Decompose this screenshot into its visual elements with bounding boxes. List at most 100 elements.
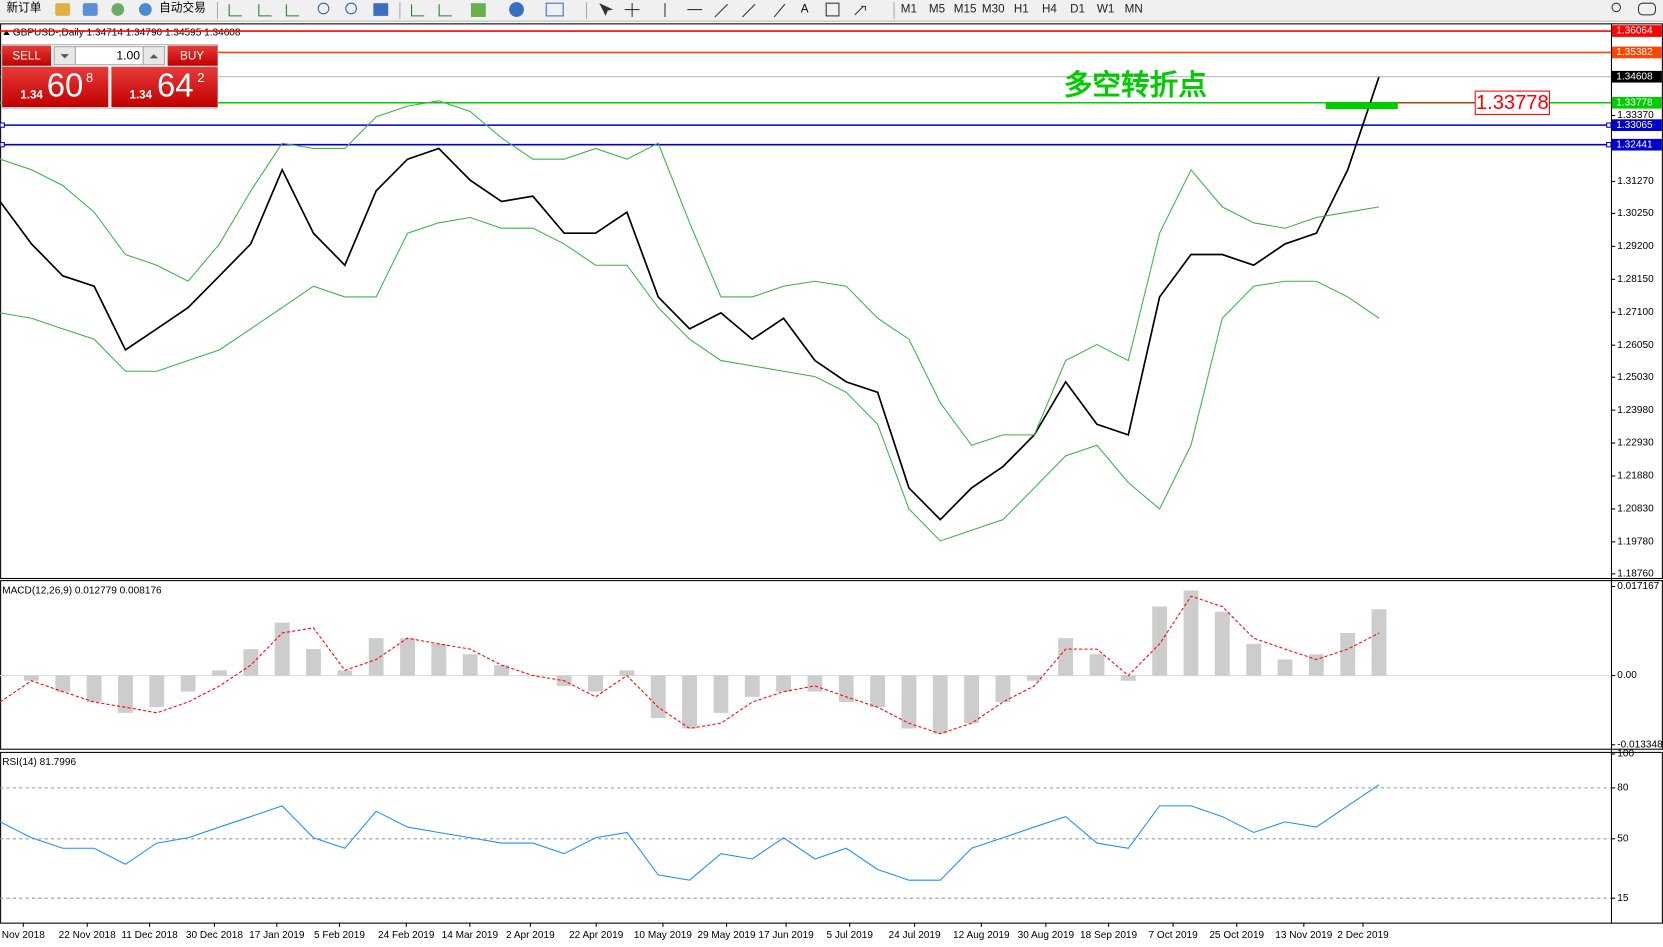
y-tick-label: 1.30250: [1617, 208, 1654, 219]
level-price-tag: [1612, 46, 1662, 59]
periods-icon[interactable]: [509, 2, 524, 17]
x-tick-label: 24 Jul 2019: [889, 930, 941, 941]
buy-price-box[interactable]: [111, 66, 218, 108]
templates-icon[interactable]: [545, 2, 564, 17]
x-tick-label: 10 May 2019: [634, 930, 693, 941]
cursor-icon[interactable]: [599, 3, 614, 16]
sell-fraction: 8: [86, 70, 93, 85]
chat-icon[interactable]: [1637, 2, 1657, 16]
sell-button[interactable]: [2, 45, 51, 66]
level-handle[interactable]: [0, 122, 5, 128]
y-tick-label: 1.20830: [1617, 504, 1654, 515]
icon[interactable]: [111, 3, 125, 16]
annotation-marker[interactable]: [1325, 102, 1398, 110]
timeframe-button[interactable]: M5: [929, 3, 945, 16]
macd-bar: [243, 649, 259, 676]
macd-bar: [337, 670, 353, 676]
y-tick-label: 1.29200: [1617, 241, 1654, 252]
text-tool[interactable]: A: [801, 3, 809, 16]
macd-bar: [776, 675, 792, 692]
macd-bar: [744, 675, 760, 697]
y-tick-label: 1.33370: [1617, 110, 1654, 121]
search-icon[interactable]: [1611, 2, 1622, 13]
buy-pips: 64: [157, 67, 194, 104]
x-tick-label: 5 Feb 2019: [314, 930, 365, 941]
macd-bar: [1246, 643, 1262, 676]
y-tick-label: 1.22930: [1617, 438, 1654, 449]
chart-type-icons[interactable]: [228, 4, 300, 17]
indicators-icon[interactable]: [470, 3, 486, 17]
y-tick-label: 1.26050: [1617, 340, 1654, 351]
new-order-button[interactable]: 新订单: [6, 1, 41, 15]
tile-icon[interactable]: [373, 3, 389, 16]
x-tick-label: 14 Mar 2019: [442, 930, 499, 941]
macd-bar: [55, 675, 71, 692]
timeframe-button[interactable]: D1: [1070, 3, 1085, 16]
scroll-icons[interactable]: [411, 4, 452, 17]
main-frame: [0, 23, 1663, 580]
timeframe-button[interactable]: M30: [982, 3, 1005, 16]
level-handle[interactable]: [1606, 122, 1612, 128]
x-tick-label: 22 Apr 2019: [569, 930, 624, 941]
bollinger-band: [0, 216, 1380, 542]
macd-bar: [1371, 609, 1387, 676]
x-tick-label: Nov 2018: [2, 930, 45, 941]
crosshair-icon[interactable]: [624, 3, 640, 17]
auto-trading-button[interactable]: 自动交易: [159, 1, 206, 15]
macd-bar: [901, 675, 917, 729]
buy-big-figure: 1.34: [129, 89, 152, 102]
indicator-label: MACD(12,26,9) 0.012779 0.008176: [2, 585, 162, 596]
zoom-in[interactable]: [317, 2, 330, 15]
macd-bar: [400, 638, 415, 676]
y-tick-label: 15: [1617, 893, 1629, 904]
macd-bar: [650, 675, 666, 719]
sell-label[interactable]: SELL: [12, 49, 41, 62]
macd-bar: [1340, 633, 1356, 676]
one-click-trading: SELL 1.00 BUY 1.34 60 8 1.34 64 2: [1, 44, 219, 109]
price-label-box[interactable]: [1474, 90, 1550, 115]
icon[interactable]: [139, 3, 152, 16]
timeframe-button[interactable]: M1: [901, 3, 917, 16]
macd-bar: [713, 675, 729, 713]
x-tick-label: 12 Aug 2019: [953, 930, 1010, 941]
macd-bar: [964, 675, 980, 724]
level-handle[interactable]: [1606, 142, 1612, 148]
annotation-text[interactable]: 多空转折点: [1064, 68, 1207, 101]
y-tick-label: 50: [1617, 833, 1629, 844]
y-tick-label: 1.31270: [1617, 176, 1654, 187]
timeframe-button[interactable]: W1: [1097, 3, 1114, 16]
icon[interactable]: [55, 3, 71, 16]
macd-bar: [368, 638, 384, 676]
y-tick-label: 1.25030: [1617, 372, 1654, 383]
drawing-tools[interactable]: [664, 3, 786, 18]
zoom-out[interactable]: [345, 2, 357, 15]
buy-label[interactable]: BUY: [180, 49, 204, 62]
macd-bar: [149, 675, 165, 708]
y-tick-label: 0.00: [1617, 670, 1637, 681]
macd-bar: [588, 675, 603, 692]
level-price-label: 1.36064: [1616, 26, 1653, 37]
timeframe-button[interactable]: M15: [954, 3, 977, 16]
arrow-tool[interactable]: [854, 5, 866, 16]
indicator-label: RSI(14) 81.7996: [2, 757, 76, 768]
level-handle[interactable]: [0, 142, 5, 148]
macd-frame: [0, 580, 1663, 750]
macd-bar: [1089, 654, 1105, 676]
timeframe-button[interactable]: MN: [1125, 3, 1143, 16]
buy-button[interactable]: [167, 45, 218, 66]
timeframe-button[interactable]: H1: [1014, 3, 1029, 16]
buy-fraction: 2: [197, 70, 204, 85]
x-tick-label: 7 Oct 2019: [1149, 930, 1199, 941]
label-tool[interactable]: [825, 2, 840, 17]
price-label[interactable]: 1.33778: [1476, 92, 1549, 114]
current-price-tag: [1612, 70, 1662, 83]
level-price-tag: [1612, 25, 1662, 37]
level-price-label: 1.33065: [1616, 120, 1653, 131]
x-tick-label: 29 May 2019: [697, 930, 756, 941]
sell-price-box[interactable]: [2, 66, 109, 108]
icon[interactable]: [82, 3, 98, 16]
macd-bar: [1026, 675, 1042, 681]
timeframe-button[interactable]: H4: [1042, 3, 1057, 16]
lots-value[interactable]: 1.00: [116, 48, 140, 62]
